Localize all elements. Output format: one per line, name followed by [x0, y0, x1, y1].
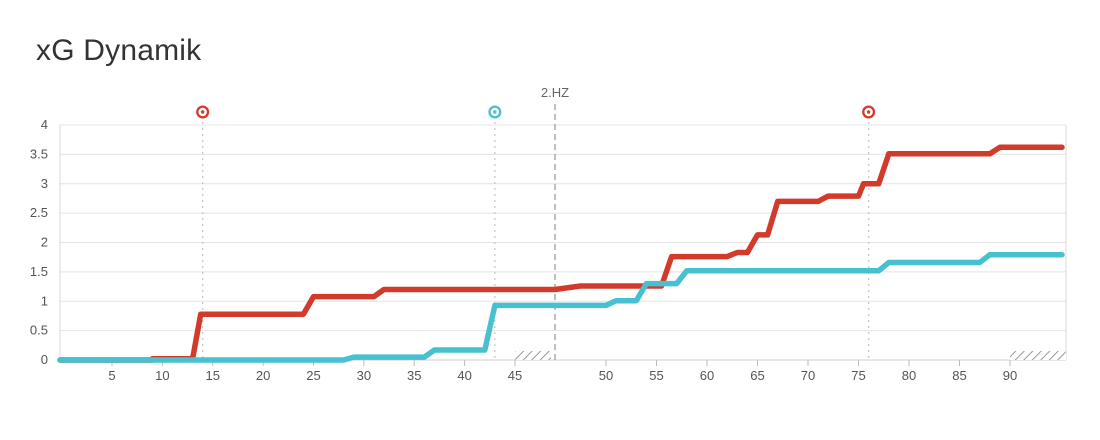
chart-title: xG Dynamik: [36, 34, 202, 67]
x-tick-label: 75: [851, 368, 865, 383]
ball-pentagon: [866, 110, 871, 114]
x-tick-label: 5: [108, 368, 115, 383]
x-tick-label: 35: [407, 368, 421, 383]
y-tick-label: 0: [41, 352, 48, 367]
series-line-1: [57, 144, 1065, 363]
y-tick-label: 0.5: [30, 323, 48, 338]
x-tick-label: 60: [700, 368, 714, 383]
series-line-2: [57, 252, 1065, 363]
soccer-ball-icon: [488, 105, 502, 119]
x-tick-label: 25: [306, 368, 320, 383]
x-tick-label: 55: [649, 368, 663, 383]
x-tick-label: 70: [801, 368, 815, 383]
x-tick-label: 30: [357, 368, 371, 383]
stoppage-first-half: [515, 351, 551, 360]
halftime-label: 2.HZ: [541, 85, 569, 100]
y-tick-label: 4: [41, 117, 48, 132]
series-lines: [57, 144, 1065, 363]
x-tick-label: 50: [599, 368, 613, 383]
x-tick-label: 20: [256, 368, 270, 383]
ball-pentagon: [200, 110, 205, 114]
goal-markers: 2.HZ: [196, 85, 876, 364]
y-tick-label: 2.5: [30, 205, 48, 220]
x-tick-label: 90: [1003, 368, 1017, 383]
stoppage-second-half: [1010, 351, 1066, 360]
x-tick-label: 45: [508, 368, 522, 383]
y-tick-label: 1.5: [30, 264, 48, 279]
x-tick-label: 65: [750, 368, 764, 383]
y-tick-label: 3.5: [30, 146, 48, 161]
x-tick-label: 80: [902, 368, 916, 383]
y-tick-label: 1: [41, 293, 48, 308]
y-tick-label: 3: [41, 176, 48, 191]
x-tick-label: 40: [457, 368, 471, 383]
x-tick-label: 10: [155, 368, 169, 383]
y-tick-label: 2: [41, 235, 48, 250]
soccer-ball-icon: [862, 105, 876, 119]
x-tick-label: 15: [206, 368, 220, 383]
soccer-ball-icon: [196, 105, 210, 119]
x-tick-label: 85: [952, 368, 966, 383]
axes: 00.511.522.533.545 10 15 20 25 30 35 40 45 50 55 60…: [30, 117, 1017, 383]
grid: [59, 124, 1067, 361]
ball-pentagon: [492, 110, 497, 114]
